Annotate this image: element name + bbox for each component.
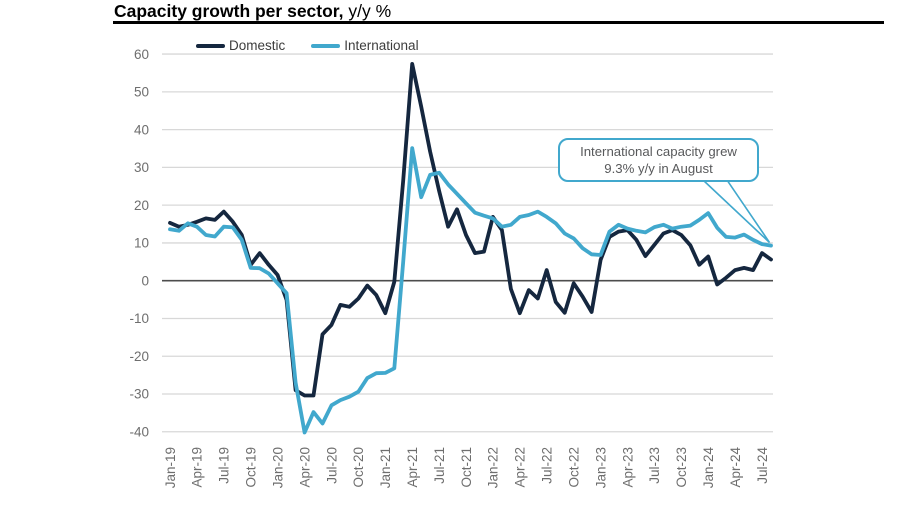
international-line-swatch <box>311 44 341 48</box>
x-tick-label: Jul-21 <box>432 447 447 484</box>
gridlines <box>162 53 773 433</box>
title-underline-rule <box>113 21 884 24</box>
x-tick-label: Oct-19 <box>244 447 259 488</box>
legend-label-domestic: Domestic <box>229 38 286 53</box>
x-tick-label: Jul-22 <box>540 447 555 484</box>
y-tick-label: 60 <box>134 47 149 62</box>
legend-item-domestic: Domestic <box>196 39 285 53</box>
x-tick-label: Apr-21 <box>405 447 420 488</box>
x-tick-label: Jan-24 <box>701 447 716 489</box>
y-tick-label: 10 <box>134 236 149 251</box>
y-axis-labels: 60 50 40 30 20 10 0 -10 -20 -30 -40 <box>129 47 149 440</box>
annotation-callout: International capacity grew 9.3% y/y in … <box>558 138 759 182</box>
x-tick-label: Oct-20 <box>351 447 366 488</box>
x-tick-label: Jan-23 <box>593 447 608 488</box>
chart-title-bold: Capacity growth per sector, <box>114 1 344 21</box>
x-tick-label: Apr-24 <box>728 447 743 488</box>
international-line <box>168 146 773 435</box>
x-tick-label: Apr-23 <box>620 447 635 488</box>
x-tick-label: Jul-23 <box>647 447 662 484</box>
domestic-line <box>168 62 773 398</box>
chart-title-unit: y/y % <box>343 1 392 21</box>
x-tick-label: Jan-19 <box>163 447 178 488</box>
x-tick-label: Jan-21 <box>378 447 393 488</box>
legend-item-international: International <box>311 38 419 53</box>
x-axis-labels: Jan-19 Apr-19 Jul-19 Oct-19 Jan-20 Apr-20 Jul-… <box>163 447 770 489</box>
chart-title: Capacity growth per sector, y/y % <box>114 1 391 22</box>
x-tick-label: Jul-20 <box>324 447 339 484</box>
y-tick-label: 30 <box>134 160 149 175</box>
series-lines <box>168 62 773 435</box>
domestic-line-swatch <box>196 44 225 48</box>
x-tick-label: Jul-24 <box>755 447 770 484</box>
y-tick-label: 50 <box>134 85 149 100</box>
y-tick-label: 40 <box>134 122 149 137</box>
annotation-pointer-wedge <box>700 179 771 244</box>
y-tick-label: 0 <box>141 273 149 288</box>
x-tick-label: Apr-20 <box>297 447 312 488</box>
chart-legend: Domestic International <box>196 39 419 53</box>
y-tick-label: -40 <box>129 424 149 439</box>
x-tick-label: Apr-22 <box>513 447 528 488</box>
x-tick-label: Jan-20 <box>270 447 285 488</box>
x-tick-label: Oct-22 <box>567 447 582 488</box>
y-tick-label: -20 <box>129 349 149 364</box>
x-tick-label: Apr-19 <box>190 447 205 488</box>
legend-label-international: International <box>344 38 419 53</box>
x-tick-label: Oct-21 <box>459 447 474 488</box>
x-tick-label: Jan-22 <box>486 447 501 488</box>
x-tick-label: Oct-23 <box>674 447 689 488</box>
y-tick-label: 20 <box>134 198 149 213</box>
y-tick-label: -10 <box>129 311 149 326</box>
annotation-line2: 9.3% y/y in August <box>604 161 713 176</box>
y-tick-label: -30 <box>129 387 149 402</box>
annotation-line1: International capacity grew <box>580 143 737 159</box>
x-tick-label: Jul-19 <box>217 447 232 484</box>
